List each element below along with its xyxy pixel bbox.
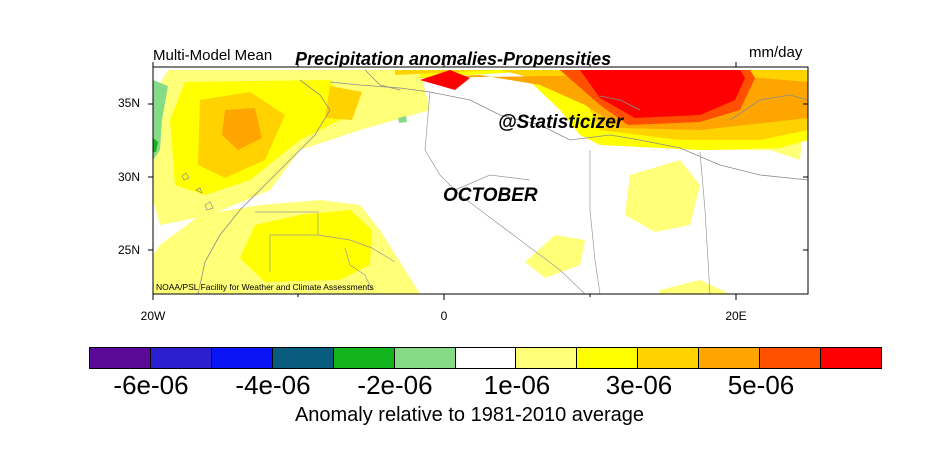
colorbar-swatch	[272, 348, 334, 368]
colorbar-swatch	[638, 348, 700, 368]
model-label: Multi-Model Mean	[153, 47, 273, 64]
colorbar-swatch	[455, 348, 517, 368]
colorbar-swatch	[90, 348, 151, 368]
lon-label-20e: 20E	[725, 309, 747, 323]
colorbar-tick-label: 5e-06	[727, 370, 795, 400]
month-label: OCTOBER	[443, 185, 538, 206]
colorbar-swatch	[394, 348, 456, 368]
data-credit: NOAA/PSL Facility for Weather and Climat…	[156, 282, 374, 292]
colorbar-tick-label: -6e-06	[113, 370, 189, 400]
colorbar-swatch	[821, 348, 881, 368]
colorbar-swatch	[577, 348, 639, 368]
colorbar-swatch	[211, 348, 273, 368]
colorbar-swatch	[699, 348, 761, 368]
map-ticks	[148, 62, 808, 300]
colorbar-tick-label: 3e-06	[605, 370, 673, 400]
colorbar-swatch	[150, 348, 212, 368]
colorbar-swatch	[760, 348, 822, 368]
units-label: mm/day	[749, 44, 803, 61]
lat-label-35n: 35N	[117, 96, 140, 110]
lon-label-0: 0	[440, 309, 448, 323]
lon-label-20w: 20W	[140, 309, 166, 323]
watermark-handle: @Statisticizer	[498, 112, 624, 133]
map-title: Precipitation anomalies-Propensities	[295, 49, 612, 69]
colorbar-swatch	[516, 348, 578, 368]
colorbar-tick-label: 1e-06	[483, 370, 551, 400]
lat-label-30n: 30N	[117, 170, 140, 184]
lat-label-25n: 25N	[117, 243, 140, 257]
colorbar-caption: Anomaly relative to 1981-2010 average	[294, 404, 645, 426]
map-frame	[152, 66, 809, 295]
colorbar-swatch	[333, 348, 395, 368]
colorbar-tick-label: -4e-06	[235, 370, 311, 400]
colorbar-tick-label: -2e-06	[357, 370, 433, 400]
anomaly-field	[153, 69, 808, 294]
colorbar	[89, 347, 882, 369]
